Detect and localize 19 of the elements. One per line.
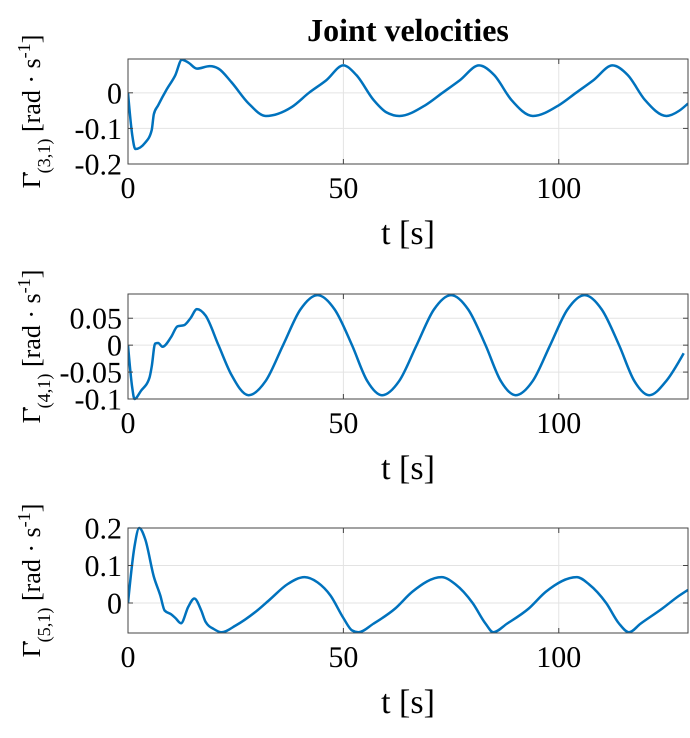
y-tick-label: 0.2 <box>84 512 122 546</box>
x-tick-label: 50 <box>328 172 358 205</box>
x-tick-label: 100 <box>536 172 582 205</box>
line-series <box>128 58 688 150</box>
y-tick-label: -0.1 <box>74 112 122 146</box>
x-tick-label: 50 <box>328 407 358 440</box>
x-axis-title: t [s] <box>381 684 435 721</box>
line-series <box>128 294 685 400</box>
y-tick-label: 0.1 <box>84 550 122 583</box>
x-axis-title: t [s] <box>381 215 435 252</box>
chart-title: Joint velocities <box>307 12 509 48</box>
y-tick-label: -0.2 <box>74 148 122 182</box>
line-series <box>128 526 688 634</box>
x-tick-label: 50 <box>328 641 358 674</box>
y-tick-label: 0 <box>107 77 122 110</box>
y-tick-label: 0 <box>107 588 122 620</box>
x-axis-title: t [s] <box>381 450 435 487</box>
x-tick-label: 100 <box>536 407 582 440</box>
x-tick-label: 100 <box>536 641 582 674</box>
